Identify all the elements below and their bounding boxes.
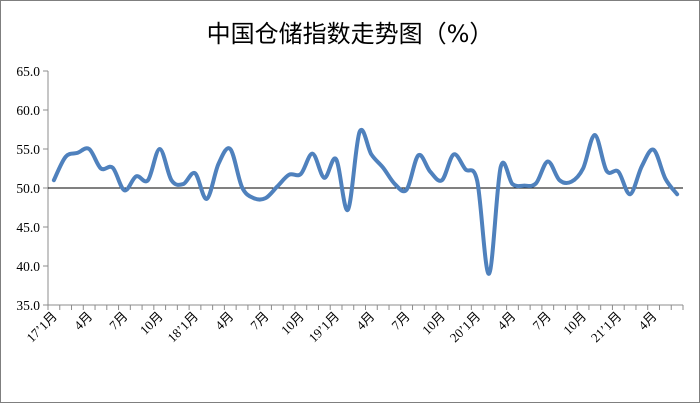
- x-tick-label: 7月: [106, 309, 130, 333]
- x-tick-label: 4月: [494, 309, 518, 333]
- y-tick-label: 60.0: [16, 103, 40, 118]
- x-tick-label: 19’1月: [306, 309, 343, 346]
- x-tick-label: 10月: [278, 309, 307, 338]
- x-tick-label: 4月: [212, 309, 236, 333]
- x-tick-label: 4月: [353, 309, 377, 333]
- x-tick-label: 7月: [529, 309, 553, 333]
- x-tick-label: 4月: [71, 309, 95, 333]
- x-tick-label: 7月: [247, 309, 271, 333]
- y-tick-label: 65.0: [16, 64, 40, 79]
- x-tick-label: 10月: [137, 309, 166, 338]
- y-tick-label: 55.0: [16, 142, 40, 157]
- y-tick-label: 45.0: [16, 220, 40, 235]
- y-tick-label: 35.0: [16, 298, 40, 313]
- y-tick-label: 50.0: [16, 181, 40, 196]
- x-tick-label: 21’1月: [588, 309, 625, 346]
- y-tick-label: 40.0: [16, 259, 40, 274]
- x-tick-label: 18’1月: [164, 309, 201, 346]
- x-tick-label: 7月: [388, 309, 412, 333]
- x-tick-label: 4月: [635, 309, 659, 333]
- chart-title: 中国仓储指数走势图（%）: [207, 20, 494, 48]
- x-tick-label: 17’1月: [23, 309, 60, 346]
- y-tick-labels: 35.0 40.0 45.0 50.0 55.0 60.0 65.0: [16, 64, 40, 313]
- x-tick-label: 10月: [560, 309, 589, 338]
- axes-group: [43, 70, 684, 310]
- series-line: [51, 127, 680, 276]
- x-tick-label: 10月: [419, 309, 448, 338]
- series-group: [51, 127, 680, 276]
- x-tick-label: 20’1月: [447, 309, 484, 346]
